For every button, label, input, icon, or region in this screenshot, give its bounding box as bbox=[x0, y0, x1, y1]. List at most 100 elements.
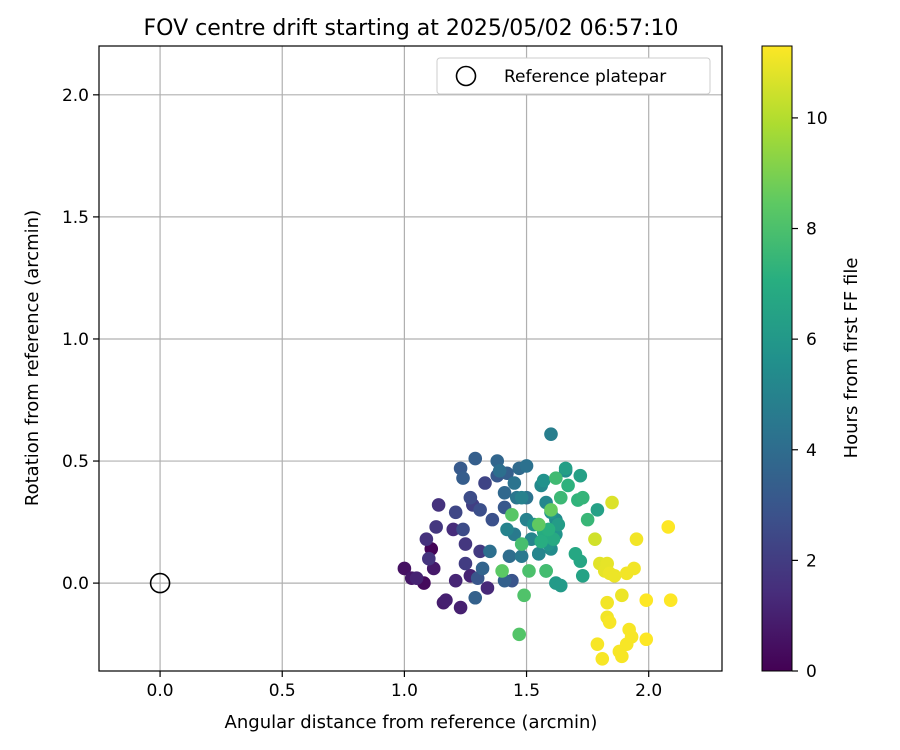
data-point bbox=[534, 534, 549, 549]
colorbar-tick-label: 6 bbox=[806, 330, 817, 350]
data-points bbox=[397, 427, 678, 666]
data-point bbox=[615, 588, 629, 603]
data-point bbox=[615, 649, 629, 664]
y-tick-label: 0.5 bbox=[62, 452, 89, 472]
x-tick-label: 0.0 bbox=[147, 681, 174, 701]
data-point bbox=[448, 573, 463, 588]
data-point bbox=[480, 581, 495, 595]
x-tick-label: 1.5 bbox=[513, 681, 540, 701]
data-point bbox=[539, 564, 553, 578]
data-point bbox=[397, 561, 412, 576]
y-tick-label: 0.0 bbox=[62, 574, 89, 594]
data-point bbox=[458, 556, 473, 571]
legend-entry-reference-platepar: Reference platepar bbox=[504, 67, 666, 87]
data-point bbox=[553, 578, 568, 593]
x-tick-label: 0.5 bbox=[269, 681, 296, 701]
data-point bbox=[497, 485, 512, 500]
colorbar-ticks: 0 2 4 6 8 10 bbox=[792, 109, 828, 682]
data-point bbox=[492, 464, 507, 478]
data-point bbox=[544, 503, 558, 517]
data-point bbox=[502, 549, 517, 564]
x-tick-label: 1.0 bbox=[391, 681, 418, 701]
data-point bbox=[590, 503, 605, 517]
y-tick-label: 1.0 bbox=[62, 330, 89, 350]
y-axis-label: Rotation from reference (arcmin) bbox=[22, 210, 43, 506]
data-point bbox=[602, 615, 617, 629]
legend-marker-icon bbox=[455, 65, 477, 87]
x-tick-label: 2.0 bbox=[635, 681, 662, 701]
data-point bbox=[439, 593, 453, 607]
data-point bbox=[419, 532, 434, 546]
data-point bbox=[517, 588, 531, 603]
colorbar-tick-label: 2 bbox=[806, 551, 817, 571]
plot-frame bbox=[98, 45, 723, 672]
data-point bbox=[531, 517, 546, 532]
data-point bbox=[573, 468, 588, 483]
y-axis-ticks: 0.0 0.5 1.0 1.5 2.0 bbox=[62, 86, 99, 594]
data-point bbox=[600, 595, 614, 610]
colorbar-tick-label: 0 bbox=[806, 662, 817, 682]
colorbar-tick-label: 4 bbox=[806, 441, 817, 461]
data-point bbox=[522, 564, 536, 578]
y-tick-label: 2.0 bbox=[62, 86, 89, 106]
data-point bbox=[448, 505, 463, 520]
data-point bbox=[627, 561, 641, 576]
data-point bbox=[453, 600, 468, 615]
data-point bbox=[639, 593, 654, 607]
data-point bbox=[458, 537, 473, 551]
reference-platepar-marker bbox=[149, 572, 171, 594]
legend-box bbox=[436, 57, 711, 95]
data-point bbox=[661, 520, 676, 534]
data-point bbox=[580, 512, 595, 527]
legend: Reference platepar bbox=[436, 57, 711, 95]
data-point bbox=[483, 544, 497, 559]
data-point bbox=[422, 551, 436, 566]
colorbar-label: Hours from first FF file bbox=[841, 258, 862, 459]
data-point bbox=[605, 495, 619, 510]
data-point bbox=[588, 532, 602, 546]
data-point bbox=[607, 568, 622, 583]
colorbar bbox=[761, 45, 793, 672]
data-point bbox=[500, 522, 514, 537]
data-point bbox=[463, 490, 478, 505]
data-point bbox=[456, 522, 470, 537]
data-point bbox=[575, 568, 590, 583]
data-point bbox=[629, 532, 644, 546]
data-point bbox=[595, 651, 610, 666]
x-axis-ticks: 0.0 0.5 1.0 1.5 2.0 bbox=[147, 671, 662, 701]
data-point bbox=[456, 471, 470, 485]
data-point bbox=[536, 473, 551, 488]
data-point bbox=[514, 549, 529, 564]
reference-layer bbox=[149, 572, 171, 594]
data-point bbox=[544, 427, 558, 441]
data-point bbox=[514, 490, 529, 505]
data-point bbox=[473, 503, 487, 517]
colorbar-tick-label: 10 bbox=[806, 109, 828, 129]
data-point bbox=[485, 512, 500, 527]
data-point bbox=[549, 471, 563, 485]
data-point bbox=[409, 571, 424, 586]
data-point bbox=[553, 490, 568, 505]
data-point bbox=[558, 461, 573, 476]
data-point bbox=[429, 520, 443, 534]
data-point bbox=[478, 476, 492, 490]
chart-title: FOV centre drift starting at 2025/05/02 … bbox=[144, 16, 679, 41]
data-point bbox=[507, 476, 522, 490]
data-point bbox=[639, 632, 654, 647]
data-point bbox=[531, 547, 546, 561]
data-point bbox=[568, 547, 583, 561]
y-tick-label: 1.5 bbox=[62, 208, 89, 228]
data-point bbox=[495, 564, 509, 578]
data-point bbox=[468, 590, 483, 605]
data-point bbox=[561, 478, 575, 493]
data-point bbox=[473, 544, 487, 559]
data-point bbox=[575, 490, 590, 505]
data-point bbox=[446, 522, 461, 537]
data-point bbox=[512, 627, 527, 642]
data-point bbox=[505, 507, 519, 522]
data-point bbox=[431, 498, 446, 512]
data-point bbox=[519, 459, 534, 473]
data-point bbox=[663, 593, 678, 607]
data-point bbox=[468, 451, 483, 466]
